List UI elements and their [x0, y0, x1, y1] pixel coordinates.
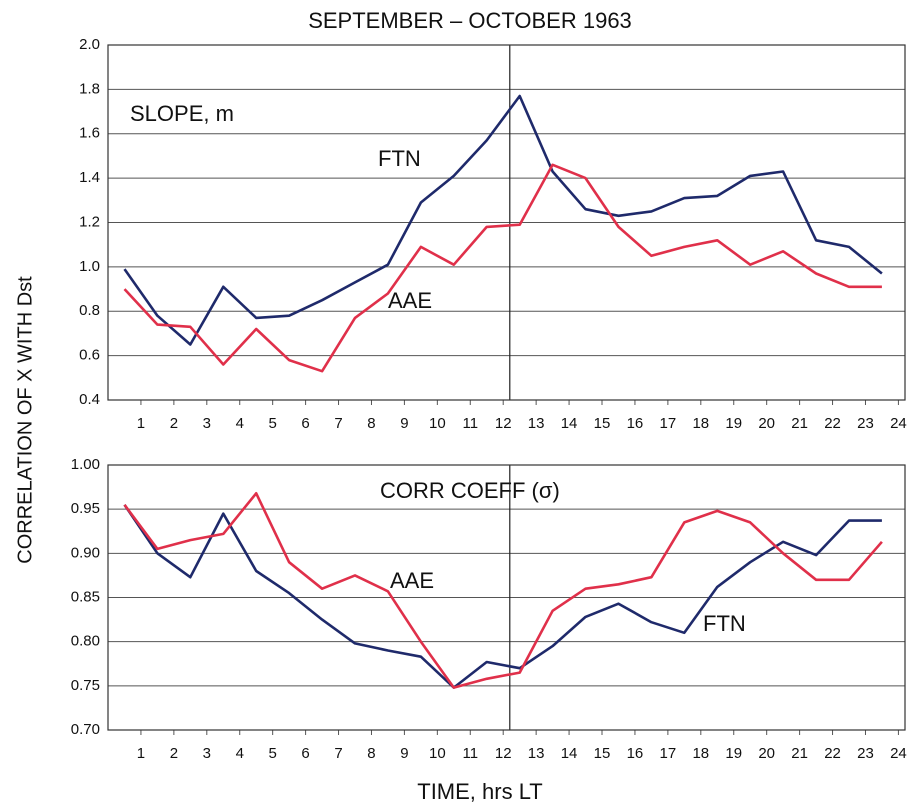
series-line	[123, 163, 882, 373]
x-tick-label: 8	[367, 745, 375, 762]
x-tick-label: 17	[660, 745, 677, 762]
x-tick-label: 4	[236, 415, 244, 432]
y-tick-label: 0.90	[71, 544, 100, 561]
x-tick-label: 7	[334, 745, 342, 762]
series-label: AAE	[388, 288, 432, 313]
x-tick-label: 12	[495, 745, 512, 762]
x-tick-label: 13	[528, 745, 545, 762]
y-axis-label: CORRELATION OF X WITH Dst	[14, 276, 36, 564]
x-tick-label: 23	[857, 415, 874, 432]
x-tick-label: 21	[791, 415, 808, 432]
x-tick-label: 19	[725, 745, 742, 762]
x-tick-label: 20	[758, 415, 775, 432]
x-tick-label: 15	[594, 415, 611, 432]
x-tick-label: 24	[890, 415, 907, 432]
x-tick-label: 15	[594, 745, 611, 762]
panel-label: SLOPE, m	[130, 101, 234, 126]
x-tick-label: 14	[561, 745, 578, 762]
y-tick-label: 1.0	[79, 258, 100, 275]
x-tick-label: 12	[495, 415, 512, 432]
x-tick-label: 16	[627, 745, 644, 762]
x-tick-label: 11	[462, 415, 478, 432]
y-tick-label: 1.6	[79, 125, 100, 142]
x-tick-label: 18	[692, 415, 709, 432]
series-label: AAE	[390, 568, 434, 593]
x-tick-label: 20	[758, 745, 775, 762]
y-tick-label: 0.6	[79, 347, 100, 364]
x-tick-label: 1	[137, 415, 145, 432]
x-tick-label: 19	[725, 415, 742, 432]
y-tick-label: 1.8	[79, 80, 100, 97]
x-tick-label: 9	[400, 415, 408, 432]
panel-label: CORR COEFF (σ)	[380, 478, 560, 503]
x-tick-label: 5	[268, 415, 276, 432]
plot-frame	[107, 44, 906, 401]
x-tick-label: 3	[203, 745, 211, 762]
series-line	[123, 492, 883, 689]
x-tick-label: 10	[429, 745, 446, 762]
x-tick-label: 22	[824, 745, 841, 762]
y-tick-label: 0.70	[71, 721, 100, 738]
x-tick-label: 11	[462, 745, 478, 762]
x-tick-label: 17	[660, 415, 677, 432]
series-line	[123, 504, 882, 689]
x-tick-label: 4	[236, 745, 244, 762]
x-tick-label: 16	[627, 415, 644, 432]
y-tick-label: 1.00	[71, 456, 100, 473]
x-tick-label: 8	[367, 415, 375, 432]
x-tick-label: 21	[791, 745, 808, 762]
series-label: FTN	[703, 611, 746, 636]
x-tick-label: 23	[857, 745, 874, 762]
y-tick-label: 2.0	[79, 36, 100, 53]
x-tick-label: 22	[824, 415, 841, 432]
x-tick-label: 13	[528, 415, 545, 432]
x-tick-label: 18	[692, 745, 709, 762]
x-tick-label: 9	[400, 745, 408, 762]
y-tick-label: 0.75	[71, 677, 100, 694]
x-tick-label: 6	[301, 745, 309, 762]
y-tick-label: 0.95	[71, 500, 100, 517]
y-tick-label: 0.4	[79, 391, 100, 408]
y-tick-label: 1.4	[79, 169, 100, 186]
y-tick-label: 1.2	[79, 213, 100, 230]
y-tick-label: 0.85	[71, 588, 100, 605]
x-tick-label: 2	[170, 745, 178, 762]
x-tick-label: 1	[137, 745, 145, 762]
x-tick-label: 10	[429, 415, 446, 432]
x-tick-label: 6	[301, 415, 309, 432]
plot-frame	[107, 464, 906, 731]
x-tick-label: 14	[561, 415, 578, 432]
x-tick-label: 5	[268, 745, 276, 762]
x-tick-label: 24	[890, 745, 907, 762]
y-tick-label: 0.8	[79, 302, 100, 319]
x-axis-label: TIME, hrs LT	[417, 779, 543, 804]
x-tick-label: 7	[334, 415, 342, 432]
series-line	[123, 94, 883, 346]
y-tick-label: 0.80	[71, 633, 100, 650]
x-tick-label: 2	[170, 415, 178, 432]
series-label: FTN	[378, 146, 421, 171]
figure-title: SEPTEMBER – OCTOBER 1963	[308, 8, 632, 33]
x-tick-label: 3	[203, 415, 211, 432]
